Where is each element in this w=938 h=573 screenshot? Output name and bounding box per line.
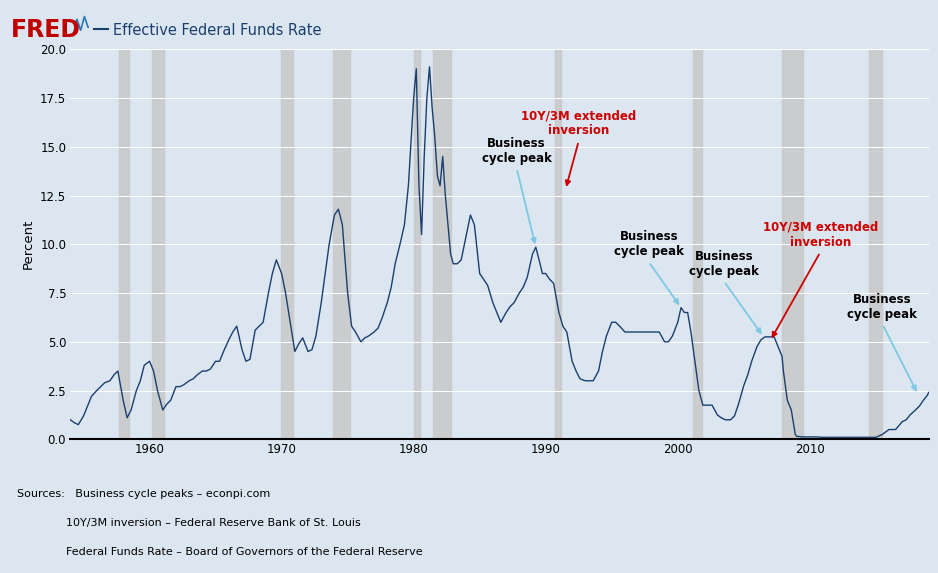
Text: Business
cycle peak: Business cycle peak <box>689 250 759 278</box>
Bar <box>693 49 702 439</box>
Bar <box>782 49 803 439</box>
Text: Effective Federal Funds Rate: Effective Federal Funds Rate <box>113 23 321 38</box>
Text: 10Y/3M extended
inversion: 10Y/3M extended inversion <box>763 221 878 249</box>
Text: 10Y/3M extended
inversion: 10Y/3M extended inversion <box>522 109 636 138</box>
Text: FRED: FRED <box>11 18 82 42</box>
Bar <box>870 49 883 439</box>
Bar <box>280 49 293 439</box>
Text: 10Y/3M inversion – Federal Reserve Bank of St. Louis: 10Y/3M inversion – Federal Reserve Bank … <box>17 518 360 528</box>
Text: Business
cycle peak: Business cycle peak <box>482 137 552 164</box>
Bar <box>433 49 451 439</box>
Text: Business
cycle peak: Business cycle peak <box>613 230 684 258</box>
Y-axis label: Percent: Percent <box>22 219 35 269</box>
Text: Federal Funds Rate – Board of Governors of the Federal Reserve: Federal Funds Rate – Board of Governors … <box>17 547 422 557</box>
Bar <box>414 49 420 439</box>
Bar <box>152 49 164 439</box>
Text: Sources:   Business cycle peaks – econpi.com: Sources: Business cycle peaks – econpi.c… <box>17 489 270 500</box>
Bar <box>554 49 561 439</box>
Text: Business
cycle peak: Business cycle peak <box>847 293 917 321</box>
Bar <box>333 49 350 439</box>
Bar <box>119 49 129 439</box>
